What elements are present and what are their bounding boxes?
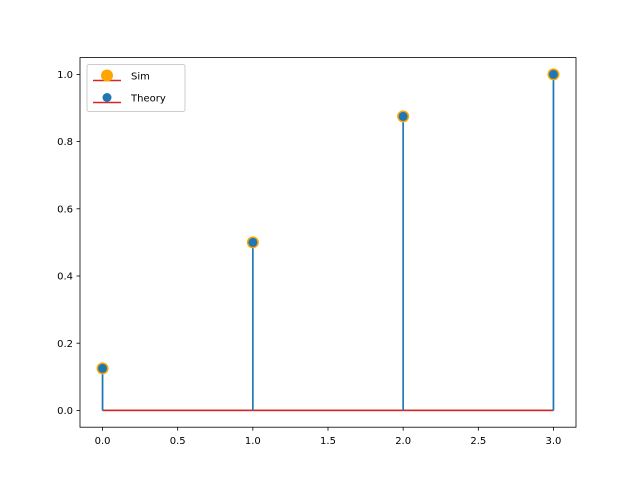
legend-label-0: Sim — [131, 72, 150, 83]
x-tick-label-0: 0.0 — [95, 436, 111, 447]
x-tick-label-4: 2.0 — [395, 436, 411, 447]
y-axis: 0.0 0.2 0.4 0.6 0.8 1.0 — [57, 70, 80, 417]
y-tick-label-1: 0.2 — [57, 339, 73, 350]
legend-marker-swatch-1 — [102, 93, 112, 102]
y-tick-label-5: 1.0 — [57, 70, 73, 81]
x-tick-label-2: 1.0 — [245, 436, 261, 447]
legend-marker-swatch-0 — [101, 69, 113, 82]
marker-1-0 — [98, 363, 108, 373]
y-tick-label-4: 0.8 — [57, 137, 73, 148]
x-tick-label-1: 0.5 — [170, 436, 186, 447]
markers — [96, 68, 560, 375]
plot-area — [80, 57, 576, 428]
x-tick-label-6: 3.0 — [546, 436, 562, 447]
y-tick-label-2: 0.4 — [57, 272, 73, 283]
y-tick-label-0: 0.0 — [57, 406, 73, 417]
legend: Sim Theory — [86, 64, 186, 112]
x-tick-label-3: 1.5 — [320, 436, 336, 447]
marker-1-1 — [248, 237, 258, 247]
marker-1-2 — [398, 111, 408, 121]
y-tick-label-3: 0.6 — [57, 204, 73, 215]
stems — [101, 74, 555, 411]
x-axis: 0.0 0.5 1.0 1.5 2.0 2.5 3.0 — [95, 427, 562, 447]
legend-label-1: Theory — [130, 94, 166, 105]
marker-1-3 — [548, 69, 558, 79]
x-tick-label-5: 2.5 — [470, 436, 486, 447]
